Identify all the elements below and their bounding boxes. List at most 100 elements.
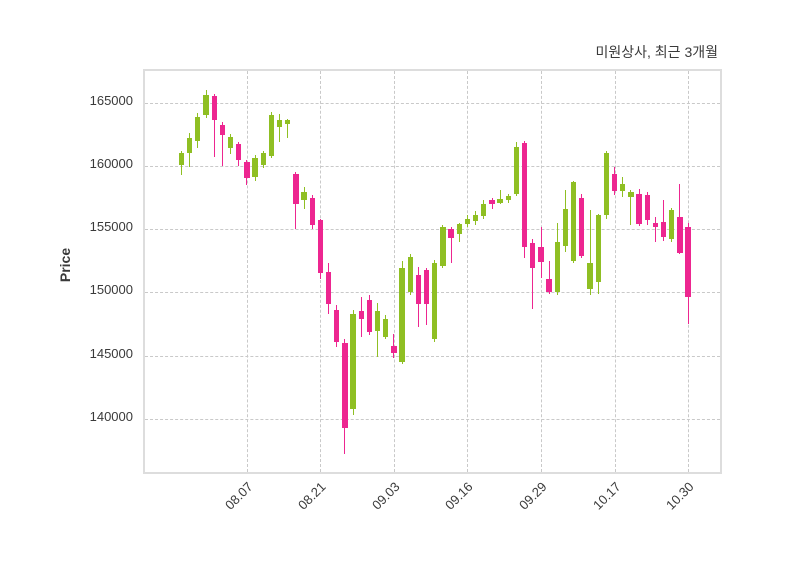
candle-body-down [521, 143, 528, 247]
candle-body-down [489, 200, 495, 204]
candle-body-up [481, 203, 487, 217]
y-tick-label: 160000 [89, 155, 133, 171]
candle-body-down [611, 173, 618, 192]
candle-body-up [603, 153, 609, 216]
h-gridline [145, 102, 720, 104]
candle-body-down [325, 272, 332, 304]
candle-body-up [571, 182, 577, 261]
candle-body-down [236, 144, 242, 160]
y-tick-label: 165000 [89, 92, 133, 108]
x-tick-label: 10.30 [662, 479, 697, 513]
candle-body-down [579, 197, 585, 256]
candle-body-down [309, 197, 315, 226]
candle-body-up [276, 120, 283, 127]
candle-body-down [219, 125, 225, 136]
candle-body-up [440, 226, 446, 266]
v-gridline [246, 71, 248, 472]
candle-body-up [399, 268, 405, 362]
candle-body-down [342, 343, 348, 428]
candle-body-up [203, 95, 209, 116]
candle-body-down [334, 310, 340, 342]
candle-body-up [252, 158, 258, 178]
candle-body-up [301, 192, 307, 200]
candle-wick [589, 210, 591, 295]
candle-body-up [464, 219, 471, 225]
candle-body-up [562, 208, 569, 246]
candle-body-up [195, 116, 201, 141]
candle-wick [532, 239, 534, 309]
y-tick-label: 140000 [89, 408, 133, 424]
candle-wick [663, 200, 664, 241]
candle-body-up [669, 210, 675, 240]
candle-body-up [595, 215, 601, 283]
candle-body-up [178, 153, 185, 165]
x-tick-label: 10.17 [589, 479, 624, 513]
x-tick-label: 08.21 [295, 479, 329, 513]
plot-area [143, 69, 722, 474]
candle-body-up [587, 263, 593, 289]
candle-body-down [636, 193, 642, 225]
candle-body-up [187, 138, 193, 154]
h-gridline [145, 355, 720, 357]
y-tick-label: 150000 [89, 282, 133, 298]
candle-body-up [407, 257, 413, 293]
candle-wick [279, 114, 280, 142]
candle-body-down [244, 162, 250, 179]
candle-wick [287, 119, 289, 139]
candle-body-up [513, 146, 520, 194]
x-tick-label: 09.16 [442, 479, 476, 513]
candle-body-down [644, 195, 650, 221]
h-gridline [145, 418, 720, 420]
candle-body-down [423, 269, 430, 304]
candle-wick [630, 189, 632, 226]
y-tick-label: 155000 [89, 219, 133, 235]
candle-body-down [652, 222, 659, 227]
candle-body-down [415, 274, 422, 304]
candle-body-down [538, 246, 544, 262]
candle-wick [450, 226, 452, 264]
v-gridline [467, 71, 469, 472]
v-gridline [393, 71, 395, 472]
candle-body-down [677, 216, 683, 254]
chart-title: 미원상사, 최근 3개월 [595, 44, 719, 60]
candle-body-up [497, 198, 503, 203]
x-tick-label: 09.29 [515, 479, 550, 513]
candle-body-up [350, 313, 356, 409]
x-tick-label: 08.07 [221, 479, 256, 513]
v-gridline [614, 71, 616, 472]
candle-body-up [505, 196, 511, 200]
candle-body-up [268, 115, 275, 156]
candle-body-up [285, 120, 291, 125]
candle-body-up [472, 215, 479, 222]
candle-body-up [260, 153, 266, 165]
h-gridline [145, 165, 720, 167]
candle-body-down [391, 345, 397, 354]
candle-body-up [374, 311, 381, 332]
candle-wick [499, 189, 501, 204]
candle-wick [548, 260, 550, 294]
candle-body-down [685, 226, 691, 298]
candle-body-up [554, 241, 560, 293]
candle-body-down [317, 220, 324, 274]
candle-body-down [530, 243, 536, 269]
candle-body-up [620, 183, 626, 192]
candle-body-up [227, 136, 234, 149]
candle-wick [221, 121, 223, 166]
candle-body-up [456, 224, 462, 235]
candle-body-down [211, 96, 217, 121]
candle-body-down [546, 278, 552, 293]
candle-wick [654, 216, 656, 242]
candle-body-down [358, 311, 364, 319]
candle-body-down [293, 173, 299, 204]
candle-body-up [383, 318, 389, 337]
x-tick-label: 09.03 [368, 479, 403, 513]
candle-body-down [366, 300, 373, 332]
candle-body-down [448, 229, 454, 238]
y-tick-label: 145000 [89, 345, 133, 361]
candle-wick [213, 93, 215, 157]
h-gridline [145, 229, 720, 231]
candle-body-up [628, 192, 634, 198]
candle-body-up [432, 263, 438, 340]
candle-body-down [660, 221, 667, 237]
